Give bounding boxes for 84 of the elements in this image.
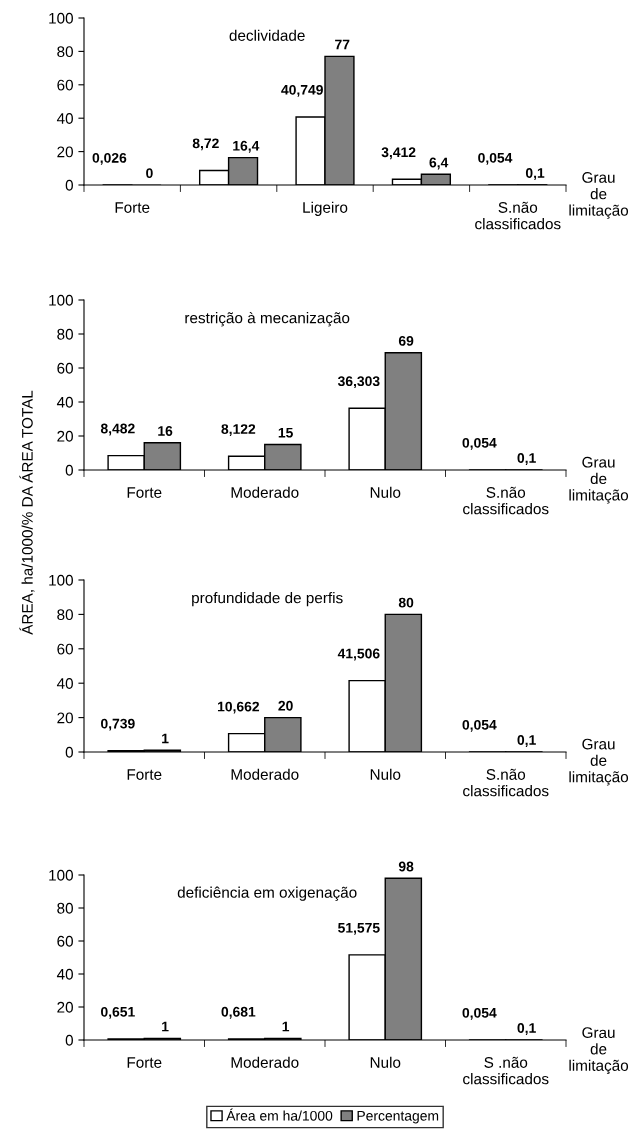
data-label: 0,651 <box>101 1006 135 1019</box>
data-label: 8,72 <box>192 138 219 151</box>
y-tick-label: 0 <box>65 179 73 191</box>
y-tick-label: 60 <box>57 935 73 947</box>
y-axis-title: ÁREA, ha/1000/% DA ÁREA TOTAL <box>19 390 35 635</box>
data-label: 0,739 <box>101 718 135 731</box>
y-tick-label: 100 <box>49 294 73 306</box>
y-tick-label: 60 <box>57 362 73 374</box>
x-tick-label: Ligeiro <box>303 201 348 216</box>
data-label: 15 <box>278 427 293 438</box>
data-label: 80 <box>398 597 414 608</box>
data-label: 0,054 <box>462 1007 497 1020</box>
text: restrição à mecanização <box>185 311 350 327</box>
data-label: 1 <box>162 733 169 744</box>
x-axis-title: Grau de limitação <box>569 1027 629 1075</box>
data-label: 3,412 <box>381 147 416 160</box>
y-tick-label: 0 <box>65 464 73 476</box>
y-tick-label: 80 <box>57 46 73 58</box>
y-tick-label: 40 <box>56 678 73 689</box>
y-tick-label: 0 <box>65 1034 73 1046</box>
text: deficiência em oxigenação <box>177 886 357 901</box>
y-tick-label: 100 <box>49 869 73 881</box>
y-tick-label: 40 <box>56 113 73 124</box>
data-label: 0,054 <box>478 152 513 165</box>
data-label: 8,482 <box>100 423 135 436</box>
data-label: 40,749 <box>281 84 323 97</box>
data-label: 0,1 <box>525 168 545 180</box>
x-tick-label: S .não classificados <box>463 1056 549 1085</box>
y-tick-label: 100 <box>49 574 73 586</box>
data-label: 16 <box>158 426 173 436</box>
data-label: 51,575 <box>338 923 380 935</box>
data-label: 0,054 <box>462 719 497 732</box>
data-label: 0,1 <box>517 453 536 465</box>
y-tick-label: 20 <box>57 146 73 158</box>
x-axis-title: Grau de limitação <box>569 738 629 786</box>
data-label: 77 <box>335 39 350 50</box>
text: declividade <box>229 29 305 41</box>
legend-label: Percentagem <box>357 1111 439 1124</box>
data-label: 0,681 <box>221 1006 256 1019</box>
x-axis-title: Grau de limitação <box>569 456 629 504</box>
data-label: 98 <box>398 861 414 872</box>
x-axis-title: Grau de limitação <box>569 172 629 219</box>
x-tick-label: S.não classificados <box>475 201 561 230</box>
data-label: 1 <box>282 1021 290 1032</box>
y-tick-label: 60 <box>57 643 73 655</box>
data-label: 0,1 <box>517 1023 536 1035</box>
data-label: 0,054 <box>462 437 497 450</box>
y-tick-label: 20 <box>57 430 73 442</box>
data-label: 0 <box>146 168 153 179</box>
x-tick-label: Forte <box>127 1057 162 1068</box>
data-label: 69 <box>398 335 414 346</box>
y-tick-label: 20 <box>57 1001 73 1013</box>
x-tick-label: Moderado <box>231 486 299 498</box>
y-tick-label: 80 <box>57 609 73 621</box>
data-label: 6,4 <box>429 157 449 170</box>
data-label: 1 <box>162 1021 169 1032</box>
data-label: 0,026 <box>92 152 127 165</box>
data-label: 36,303 <box>337 376 380 389</box>
text: profundidade de perfis <box>192 592 343 607</box>
data-label: 10,662 <box>217 701 260 714</box>
y-tick-label: 20 <box>57 712 73 724</box>
x-tick-label: Nulo <box>370 768 401 780</box>
x-tick-label: Moderado <box>231 768 299 780</box>
data-label: 20 <box>278 700 293 711</box>
data-label: 8,122 <box>221 424 256 437</box>
y-tick-label: 40 <box>56 396 73 408</box>
x-tick-label: S.não classificados <box>463 768 549 797</box>
y-tick-label: 0 <box>65 746 73 758</box>
y-tick-label: 60 <box>57 79 73 91</box>
data-label: 16,4 <box>233 140 260 153</box>
x-tick-label: Nulo <box>370 1056 401 1068</box>
y-tick-label: 80 <box>57 328 73 340</box>
legend-label: Área em ha/1000 <box>226 1108 333 1121</box>
y-tick-label: 100 <box>49 12 73 24</box>
x-tick-label: Nulo <box>370 486 401 498</box>
y-tick-label: 40 <box>56 968 73 980</box>
x-tick-label: Forte <box>115 202 150 213</box>
x-tick-label: Forte <box>127 769 162 780</box>
y-tick-label: 80 <box>57 902 73 914</box>
x-tick-label: Forte <box>127 487 162 498</box>
data-label: 41,506 <box>337 648 380 661</box>
data-label: 0,1 <box>517 735 536 747</box>
x-tick-label: S.não classificados <box>463 486 549 515</box>
x-tick-label: Moderado <box>231 1056 299 1068</box>
